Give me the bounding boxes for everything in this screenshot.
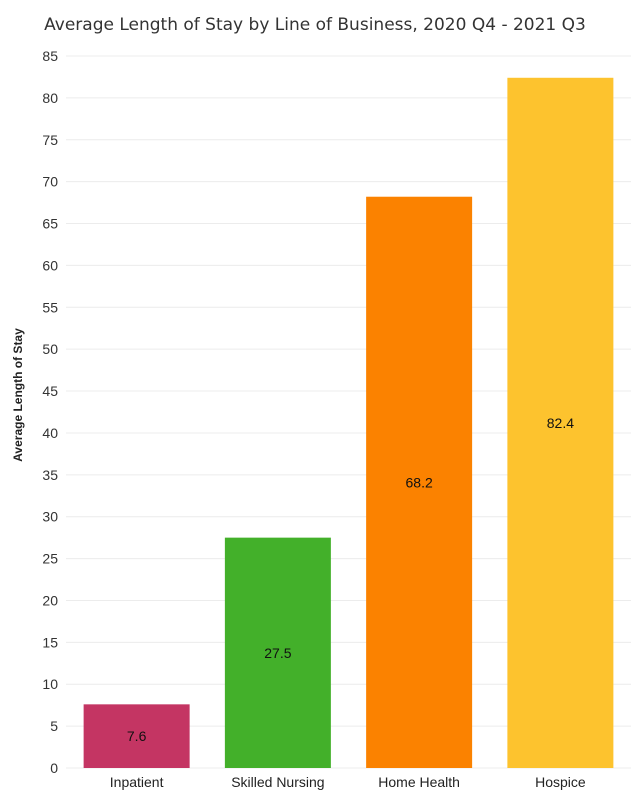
y-tick-label: 15: [42, 634, 58, 650]
y-tick-label: 20: [42, 592, 58, 608]
y-tick-label: 50: [42, 341, 58, 357]
bar: [224, 537, 331, 768]
data-labels: 7.6 27.5 68.2 82.4: [127, 415, 574, 744]
y-tick-label: 0: [50, 760, 58, 776]
y-tick-label: 75: [42, 132, 58, 148]
data-label: 82.4: [547, 415, 574, 431]
bar: [507, 77, 614, 769]
data-label: 27.5: [264, 645, 291, 661]
data-label: 7.6: [127, 728, 147, 744]
y-tick-label: 35: [42, 467, 58, 483]
y-tick-label: 25: [42, 551, 58, 567]
y-tick-label: 40: [42, 425, 58, 441]
y-tick-label: 60: [42, 257, 58, 273]
y-tick-label: 80: [42, 90, 58, 106]
y-tick-label: 70: [42, 174, 58, 190]
x-tick-label: Skilled Nursing: [231, 774, 324, 790]
x-tick-label: Hospice: [535, 774, 586, 790]
y-axis-ticks: 0 5 10 15 20 25 30 35 40 45 50 55 60 65 70 75 80 85: [42, 48, 58, 776]
y-axis-label: Average Length of Stay: [11, 328, 25, 462]
y-tick-label: 55: [42, 299, 58, 315]
y-tick-label: 85: [42, 48, 58, 64]
x-tick-label: Inpatient: [110, 774, 164, 790]
chart-title: Average Length of Stay by Line of Busine…: [44, 15, 586, 35]
data-label: 68.2: [406, 474, 433, 490]
y-tick-label: 30: [42, 509, 58, 525]
y-tick-label: 45: [42, 383, 58, 399]
bars: [83, 77, 614, 769]
x-tick-label: Home Health: [378, 774, 460, 790]
y-tick-label: 5: [50, 718, 58, 734]
y-tick-label: 65: [42, 216, 58, 232]
bar: [366, 196, 473, 768]
bar: [83, 704, 190, 768]
y-tick-label: 10: [42, 676, 58, 692]
x-axis-categories: Inpatient Skilled Nursing Home Health Hospi…: [110, 774, 586, 790]
